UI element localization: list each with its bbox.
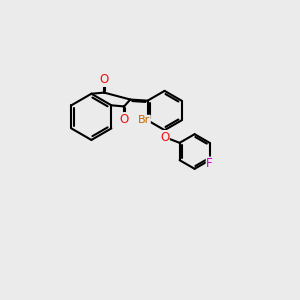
Text: F: F [206,157,213,170]
Text: Br: Br [138,115,150,125]
Text: O: O [119,113,129,126]
Text: O: O [160,130,169,144]
Text: O: O [100,74,109,86]
